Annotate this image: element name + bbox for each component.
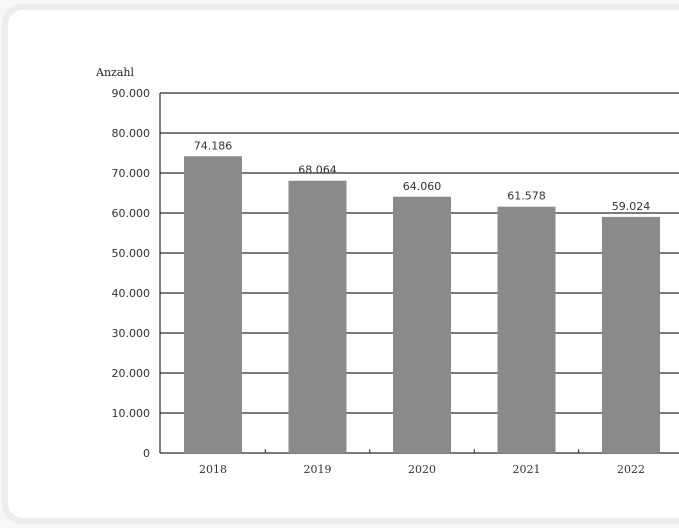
bar bbox=[288, 180, 347, 453]
data-label: 68.064 bbox=[298, 164, 337, 177]
bar bbox=[393, 196, 451, 453]
y-tick-label: 80.000 bbox=[112, 127, 151, 140]
y-tick-label: 40.000 bbox=[112, 287, 151, 300]
bar bbox=[497, 206, 556, 453]
data-label: 61.578 bbox=[507, 190, 546, 203]
data-label: 74.186 bbox=[194, 139, 233, 152]
data-label: 64.060 bbox=[403, 180, 442, 193]
y-tick-label: 10.000 bbox=[112, 407, 151, 420]
data-label: 59.024 bbox=[612, 200, 651, 213]
x-tick-label: 2022 bbox=[617, 463, 645, 476]
y-tick-label: 60.000 bbox=[112, 207, 151, 220]
y-tick-label: 0 bbox=[143, 447, 150, 460]
x-axis-ticks: 2018 2019 2020 2021 2022 bbox=[199, 449, 645, 476]
bar bbox=[184, 156, 242, 454]
y-axis-label: Anzahl bbox=[95, 66, 134, 79]
x-tick-label: 2018 bbox=[199, 463, 227, 476]
y-tick-label: 90.000 bbox=[112, 87, 151, 100]
y-axis-ticks: 0 10.000 20.000 30.000 40.000 50.000 60.000 70.… bbox=[112, 87, 151, 460]
y-tick-label: 30.000 bbox=[112, 327, 151, 340]
y-tick-label: 50.000 bbox=[112, 247, 151, 260]
y-tick-label: 70.000 bbox=[112, 167, 151, 180]
x-tick-label: 2019 bbox=[304, 463, 332, 476]
x-tick-label: 2020 bbox=[408, 463, 436, 476]
x-tick-label: 2021 bbox=[513, 463, 541, 476]
bar bbox=[602, 216, 660, 453]
y-tick-label: 20.000 bbox=[112, 367, 151, 380]
bars: 74.186 68.064 64.060 61.578 59.024 bbox=[184, 139, 660, 454]
